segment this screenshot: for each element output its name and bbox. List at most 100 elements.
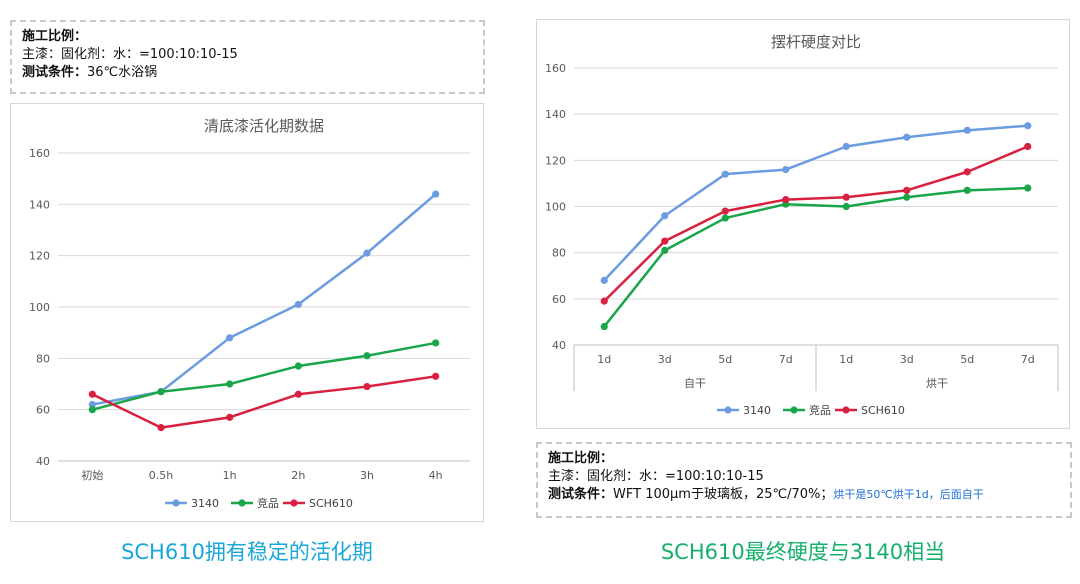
data-point-竞品 — [1024, 184, 1032, 192]
group-label: 烘干 — [926, 376, 948, 390]
legend-label: SCH610 — [309, 497, 353, 510]
right-cond-note: 烘干是50℃烘干1d，后面自干 — [833, 488, 984, 501]
legend-label: 竞品 — [809, 403, 831, 417]
chart-title: 清底漆活化期数据 — [204, 117, 324, 135]
data-point-竞品 — [600, 322, 608, 331]
legend-marker — [790, 406, 798, 414]
series-line-3140 — [92, 193, 437, 406]
x-tick-label: 3d — [658, 353, 672, 366]
x-tick-label: 2h — [291, 469, 305, 482]
left-cond-label: 测试条件： — [22, 65, 88, 80]
y-tick-label: 40 — [36, 455, 50, 468]
hardness-chart: 摆杆硬度对比 40 60 80 100 120 140 160 1d 3d 5d 7d 1d 3d 5d 7d… — [545, 33, 1059, 417]
data-point-SCH610 — [363, 382, 371, 391]
x-tick-label: 5d — [960, 353, 974, 366]
x-tick-label: 初始 — [81, 468, 103, 482]
legend-marker — [290, 499, 298, 507]
y-tick-label: 60 — [36, 404, 50, 417]
data-point-3140 — [782, 165, 790, 174]
data-point-SCH610 — [1024, 142, 1032, 151]
data-point-竞品 — [903, 193, 911, 201]
y-tick-label: 140 — [29, 198, 50, 211]
data-point-SCH610 — [226, 413, 234, 421]
x-tick-label: 1h — [223, 469, 237, 482]
right-caption: SCH610最终硬度与3140相当 — [660, 540, 946, 564]
y-tick-label: 100 — [545, 201, 566, 214]
y-tick-label: 160 — [545, 62, 566, 75]
data-point-竞品 — [721, 214, 729, 222]
right-cond-label: 测试条件： — [548, 487, 614, 502]
legend-marker — [724, 406, 732, 414]
left-note-box: 施工比例： 主漆：固化剂：水：=100:10:10-15 测试条件：36℃水浴锅 — [10, 20, 485, 94]
data-point-竞品 — [88, 406, 96, 414]
right-note-box: 施工比例： 主漆：固化剂：水：=100:10:10-15 测试条件：WFT 10… — [536, 442, 1072, 518]
data-point-竞品 — [363, 352, 371, 360]
legend-label: SCH610 — [861, 404, 905, 417]
data-point-3140 — [226, 334, 234, 342]
data-point-SCH610 — [661, 237, 669, 245]
data-point-SCH610 — [88, 390, 96, 398]
series-line-3140 — [603, 124, 1028, 282]
left-cond-value: 36℃水浴锅 — [87, 65, 158, 80]
y-tick-label: 100 — [29, 301, 50, 314]
y-tick-label: 120 — [545, 154, 566, 167]
y-tick-label: 60 — [552, 293, 566, 306]
x-tick-label: 4h — [429, 469, 443, 482]
data-point-3140 — [88, 400, 96, 409]
x-tick-label: 5d — [718, 353, 732, 366]
data-point-3140 — [842, 142, 850, 151]
data-point-3140 — [1024, 122, 1032, 130]
activation-chart: 清底漆活化期数据 40 60 80 100 120 140 160 初始 0.5h 1h 2h 3h 4h… — [29, 117, 470, 510]
legend-marker — [172, 499, 180, 507]
right-ratio-value: 主漆：固化剂：水：=100:10:10-15 — [548, 469, 764, 484]
left-chart-panel: 清底漆活化期数据 40 60 80 100 120 140 160 初始 0.5h 1h 2h 3h 4h… — [10, 103, 484, 522]
data-point-竞品 — [842, 202, 850, 211]
right-cond-value: WFT 100μm于玻璃板，25℃/70%； — [613, 487, 834, 502]
data-point-SCH610 — [963, 168, 971, 176]
data-point-SCH610 — [600, 297, 608, 305]
data-point-3140 — [903, 133, 911, 141]
x-tick-label: 0.5h — [149, 469, 173, 482]
data-point-SCH610 — [157, 424, 165, 432]
data-point-3140 — [363, 249, 371, 257]
data-point-SCH610 — [721, 207, 729, 215]
data-point-竞品 — [432, 339, 440, 347]
series-line-竞品 — [92, 341, 436, 411]
x-tick-label: 3d — [900, 353, 914, 366]
series-line-竞品 — [603, 186, 1028, 328]
legend-marker — [238, 499, 246, 507]
data-point-3140 — [721, 170, 729, 178]
left-ratio-value: 主漆：固化剂：水：=100:10:10-15 — [22, 47, 238, 62]
data-point-竞品 — [294, 362, 302, 370]
y-tick-label: 80 — [36, 352, 50, 365]
y-tick-label: 80 — [552, 247, 566, 260]
data-point-竞品 — [963, 186, 971, 194]
data-point-SCH610 — [903, 186, 911, 194]
data-point-竞品 — [226, 380, 234, 388]
group-label: 自干 — [684, 377, 706, 390]
y-tick-label: 40 — [552, 339, 566, 352]
data-point-3140 — [294, 300, 302, 309]
left-caption: SCH610拥有稳定的活化期 — [121, 540, 373, 564]
legend-marker — [842, 406, 850, 414]
x-tick-label: 7d — [1021, 353, 1035, 366]
series-line-SCH610 — [603, 145, 1029, 303]
legend-label: 3140 — [191, 497, 219, 510]
right-ratio-title: 施工比例： — [548, 451, 614, 466]
data-point-3140 — [661, 212, 669, 220]
data-point-SCH610 — [842, 193, 850, 201]
data-point-3140 — [432, 190, 440, 198]
data-point-竞品 — [157, 388, 165, 396]
x-tick-label: 3h — [360, 469, 374, 482]
data-point-竞品 — [661, 246, 669, 254]
x-tick-label: 7d — [779, 353, 793, 366]
right-chart-panel: 摆杆硬度对比 40 60 80 100 120 140 160 1d 3d 5d 7d 1d 3d 5d 7d… — [536, 19, 1070, 429]
x-tick-label: 1d — [839, 353, 853, 366]
left-ratio-title: 施工比例： — [22, 29, 88, 44]
data-point-SCH610 — [782, 195, 790, 204]
data-point-SCH610 — [294, 390, 302, 398]
y-tick-label: 120 — [29, 250, 50, 263]
data-point-SCH610 — [432, 372, 440, 380]
series-line-SCH610 — [91, 375, 436, 429]
chart-title: 摆杆硬度对比 — [771, 33, 861, 51]
